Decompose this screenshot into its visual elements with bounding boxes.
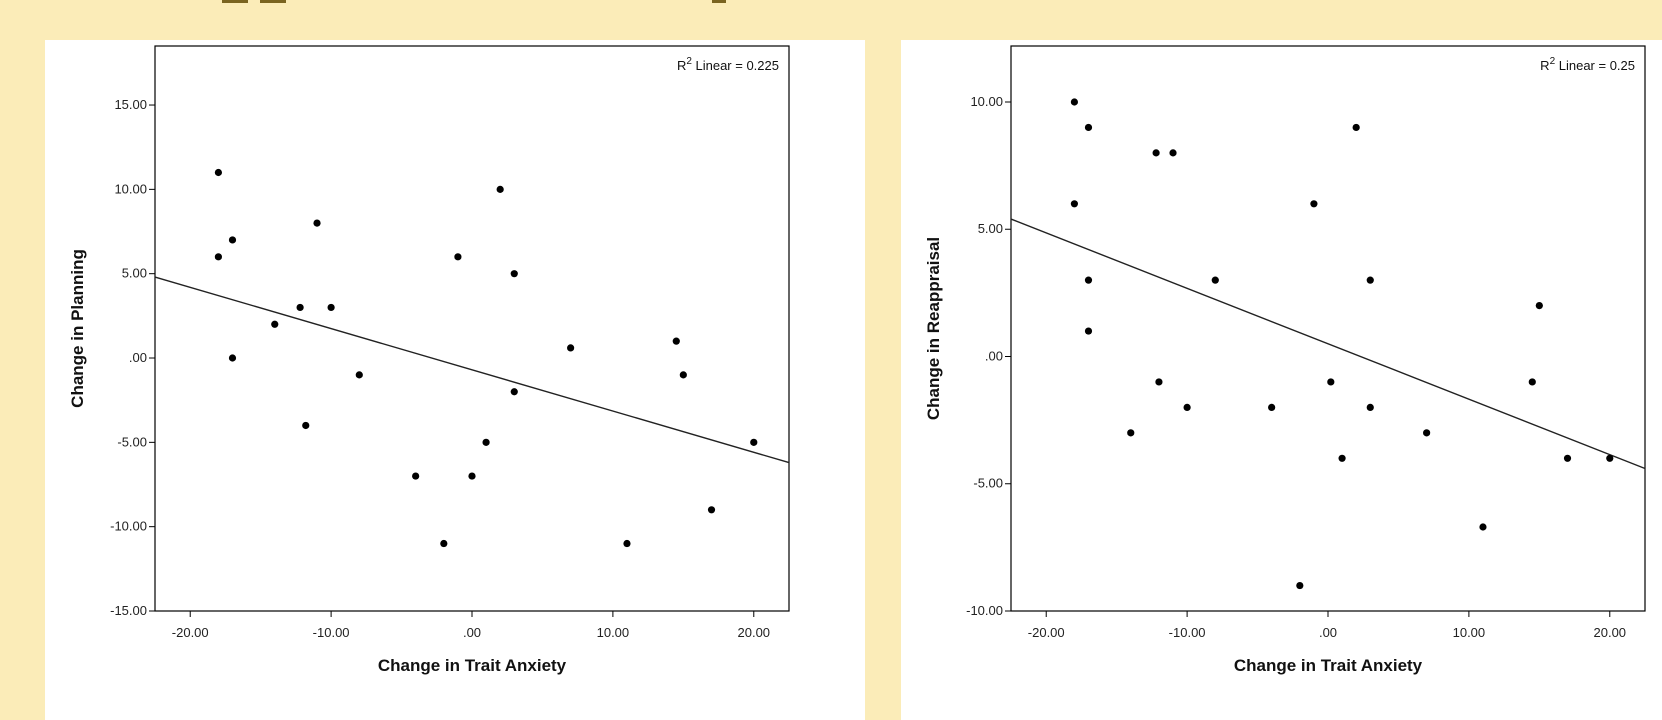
data-point	[355, 371, 363, 379]
data-point	[271, 320, 279, 328]
data-point	[1296, 581, 1304, 590]
r2-suffix: Linear = 0.25	[1555, 58, 1635, 73]
data-point	[1310, 200, 1318, 208]
data-point	[1563, 454, 1572, 462]
data-point	[1084, 123, 1093, 132]
data-point	[440, 539, 448, 548]
data-point	[1070, 98, 1078, 106]
data-point	[1528, 378, 1536, 386]
x-tick-label: 20.00	[738, 625, 771, 640]
text-fragment	[222, 0, 248, 3]
data-point	[679, 371, 687, 379]
data-point	[482, 438, 490, 446]
text-fragment	[712, 0, 726, 3]
reappraisal-chart-panel: -20.00 -10.00 .00 10.00 20.00 -10.00 -5.00 .00 5…	[901, 40, 1662, 720]
data-point	[1070, 200, 1078, 208]
data-point	[454, 253, 462, 261]
r2-superscript: 2	[1550, 56, 1556, 67]
data-point	[750, 438, 758, 446]
data-point	[1366, 276, 1374, 284]
data-point	[1606, 454, 1614, 462]
x-tick-label: -20.00	[1028, 625, 1065, 640]
data-point	[672, 337, 680, 345]
plot-frame	[1010, 45, 1646, 612]
planning-scatter-chart: -20.00 -10.00 .00 10.00 20.00 -15.00 -10.00 -5.…	[68, 45, 790, 675]
y-tick-label: .00	[129, 350, 147, 365]
y-tick-label: -10.00	[966, 603, 1003, 618]
y-tick-label: 5.00	[122, 266, 147, 281]
data-point	[1338, 454, 1346, 462]
y-tick-label: .00	[985, 348, 1003, 363]
y-tick-label: 10.00	[114, 181, 147, 196]
data-point	[510, 270, 518, 278]
x-tick-label: 10.00	[1453, 625, 1486, 640]
y-axis-title: Change in Planning	[68, 249, 87, 408]
r2-annotation: R2 Linear = 0.25	[1540, 56, 1635, 73]
x-tick-label: -10.00	[1169, 625, 1206, 640]
data-point	[228, 354, 237, 362]
x-tick-label: .00	[1319, 625, 1337, 640]
data-point	[302, 421, 310, 430]
data-point	[707, 506, 716, 514]
y-tick-label: -5.00	[973, 476, 1003, 491]
fit-line	[154, 276, 790, 464]
r2-annotation: R2 Linear = 0.225	[677, 56, 779, 73]
data-point	[228, 236, 237, 244]
data-point	[1084, 327, 1093, 335]
data-point	[313, 219, 321, 227]
x-tick-label: 20.00	[1594, 625, 1627, 640]
y-tick-label: -15.00	[110, 603, 147, 618]
text-fragment	[260, 0, 286, 3]
r2-suffix: Linear = 0.225	[692, 58, 779, 73]
data-point	[1183, 403, 1191, 411]
data-point	[496, 185, 504, 193]
y-tick-label: 15.00	[114, 97, 147, 112]
data-point	[1084, 276, 1093, 284]
data-point	[1479, 523, 1487, 531]
x-tick-label: 10.00	[597, 625, 630, 640]
data-point	[468, 472, 476, 480]
x-axis-title: Change in Trait Anxiety	[1234, 656, 1423, 675]
y-tick-label: 5.00	[978, 221, 1003, 236]
data-point	[1352, 123, 1360, 132]
r2-superscript: 2	[686, 56, 692, 67]
data-point	[296, 303, 304, 312]
data-point	[327, 303, 335, 312]
data-point	[1211, 276, 1219, 284]
y-tick-label: 10.00	[970, 94, 1003, 109]
y-tick-label: -10.00	[110, 519, 147, 534]
reappraisal-scatter-chart: -20.00 -10.00 .00 10.00 20.00 -10.00 -5.00 .00 5…	[924, 45, 1646, 675]
x-tick-label: .00	[463, 625, 481, 640]
data-point	[1268, 403, 1276, 411]
data-point	[567, 344, 575, 352]
data-point	[510, 388, 518, 396]
data-point	[1152, 149, 1160, 157]
r2-prefix: R	[677, 58, 686, 73]
data-point	[1169, 149, 1177, 157]
data-point	[214, 168, 222, 177]
x-axis-title: Change in Trait Anxiety	[378, 656, 567, 675]
data-point	[623, 539, 631, 548]
data-point	[1327, 378, 1335, 386]
data-point	[412, 472, 420, 480]
plot-frame	[154, 45, 790, 612]
data-point	[214, 253, 222, 261]
data-point	[1423, 429, 1431, 437]
y-axis-title: Change in Reappraisal	[924, 237, 943, 420]
planning-chart-panel: -20.00 -10.00 .00 10.00 20.00 -15.00 -10.00 -5.…	[45, 40, 865, 720]
fit-line	[1010, 218, 1646, 470]
data-point	[1535, 301, 1543, 310]
data-point	[1127, 429, 1135, 437]
top-strip	[0, 0, 1662, 40]
r2-prefix: R	[1540, 58, 1549, 73]
x-tick-label: -10.00	[313, 625, 350, 640]
data-point	[1155, 378, 1163, 386]
y-tick-label: -5.00	[117, 434, 147, 449]
x-tick-label: -20.00	[172, 625, 209, 640]
data-point	[1366, 403, 1374, 411]
